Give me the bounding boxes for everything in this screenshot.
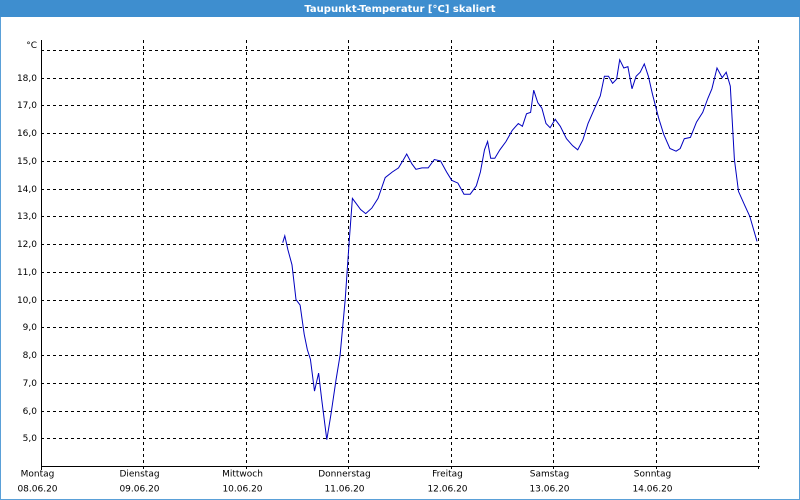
y-tick-label: 8,0: [23, 351, 38, 361]
x-tick-weekday: Samstag: [530, 470, 569, 480]
y-tick-label: 17,0: [17, 101, 37, 111]
x-tick-label: 14.06.20: [632, 485, 672, 495]
x-tick-label: 11.06.20: [324, 485, 364, 495]
y-tick-label: 16,0: [17, 129, 37, 139]
x-tick-weekday: Dienstag: [119, 470, 159, 480]
title-bar: [0, 0, 800, 17]
y-tick-label: 11,0: [17, 268, 37, 278]
x-tick-label: 09.06.20: [119, 485, 159, 495]
y-tick-label: 15,0: [17, 157, 37, 167]
y-tick-label: 7,0: [23, 379, 38, 389]
x-tick-weekday: Donnerstag: [318, 470, 371, 480]
y-tick-label: 9,0: [23, 323, 38, 333]
x-tick-weekday: Montag: [21, 470, 55, 480]
x-tick-label: 08.06.20: [17, 485, 57, 495]
y-tick-label: 18,0: [17, 74, 37, 84]
y-tick-label: °C: [26, 41, 37, 51]
x-tick-label: 13.06.20: [529, 485, 569, 495]
x-tick-label: 10.06.20: [222, 485, 262, 495]
line: [282, 58, 758, 440]
x-tick-weekday: Sonntag: [634, 470, 671, 480]
x-tick-weekday: Freitag: [432, 470, 463, 480]
y-tick-label: 13,0: [17, 212, 37, 222]
x-tick-weekday: Mittwoch: [222, 470, 263, 480]
y-tick-label: 10,0: [17, 296, 37, 306]
chart-title: Taupunkt-Temperatur [°C] skaliert: [304, 4, 495, 15]
y-tick-label: 14,0: [17, 185, 37, 195]
y-tick-label: 6,0: [23, 407, 38, 417]
x-tick-label: 12.06.20: [427, 485, 467, 495]
y-tick-label: 5,0: [23, 434, 38, 444]
y-tick-label: 12,0: [17, 240, 37, 250]
